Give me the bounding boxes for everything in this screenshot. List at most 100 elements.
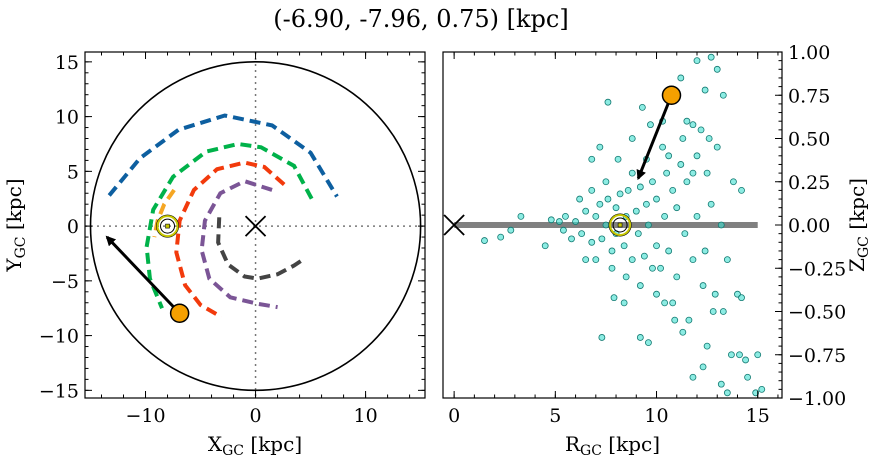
scatter-point — [602, 221, 610, 229]
scatter-point — [758, 385, 766, 393]
figure-title: (-6.90, -7.96, 0.75) [kpc] — [273, 5, 568, 33]
y-tick-label: −0.25 — [788, 258, 846, 280]
y-tick-label: −5 — [51, 271, 79, 293]
scatter-point — [689, 169, 697, 177]
y-tick-label: 0.25 — [788, 172, 830, 194]
y-tick-label: 5 — [67, 161, 79, 183]
scatter-point — [582, 207, 590, 215]
scatter-point — [685, 316, 693, 324]
scatter-point — [703, 169, 711, 177]
scatter-point — [693, 212, 701, 220]
scatter-point — [628, 256, 636, 264]
scatter-point — [661, 299, 669, 307]
scatter-point — [568, 235, 575, 243]
scatter-point — [659, 143, 666, 151]
star-marker — [169, 303, 190, 324]
x-tick-label: 5 — [549, 405, 561, 427]
velocity-arrow — [636, 94, 673, 181]
scatter-point — [744, 373, 751, 381]
scatter-point — [717, 380, 725, 388]
label-main: Z — [845, 258, 869, 272]
label-unit: [kpc] — [845, 178, 869, 236]
scatter-point — [754, 351, 762, 359]
x-tick-label: 10 — [644, 405, 668, 427]
scatter-point — [738, 294, 745, 302]
scatter-point — [649, 178, 656, 186]
y-tick-label: 10 — [55, 107, 79, 129]
spiral-arm-green — [144, 141, 314, 309]
label-subscript: GC — [13, 236, 29, 258]
label-main: R — [565, 432, 581, 456]
scatter-point — [671, 316, 679, 324]
scatter-point — [588, 186, 596, 194]
scatter-point — [645, 221, 652, 229]
x-axis-label: XGC [kpc] — [208, 432, 302, 459]
scatter-point — [649, 264, 656, 272]
label-unit: [kpc] — [244, 432, 302, 456]
scatter-point — [669, 299, 677, 307]
scatter-point — [602, 178, 610, 186]
scatter-point — [723, 389, 731, 397]
scatter-point — [689, 121, 697, 129]
label-subscript: GC — [222, 443, 244, 459]
scatter-point — [728, 351, 735, 359]
scatter-point — [719, 308, 727, 315]
y-tick-label: 0.75 — [788, 85, 830, 107]
scatter-point — [517, 212, 525, 220]
scatter-point — [608, 247, 616, 255]
scatter-point — [628, 135, 636, 142]
scatter-point — [665, 247, 673, 255]
scatter-point — [677, 74, 685, 82]
scatter-point — [752, 389, 760, 397]
label-main: Y — [2, 258, 26, 273]
scatter-point — [576, 195, 584, 203]
scatter-point — [572, 218, 579, 225]
scatter-point — [592, 212, 600, 220]
scatter-point — [604, 195, 612, 203]
y-tick-label: −0.75 — [788, 345, 846, 367]
y-tick-label: 15 — [55, 52, 79, 74]
y-tick-label: −1.00 — [788, 388, 846, 410]
scatter-point — [703, 342, 711, 350]
scatter-point — [723, 256, 731, 264]
scatter-point — [693, 57, 701, 65]
y-axis-label: ZGC [kpc] — [845, 178, 872, 272]
y-tick-label: 0.50 — [788, 129, 830, 151]
scatter-point — [596, 143, 604, 151]
scatter-point — [547, 216, 555, 224]
y-tick-label: 0.00 — [788, 215, 830, 237]
scatter-point — [653, 195, 660, 203]
scatter-point — [742, 356, 749, 364]
scatter-point — [592, 256, 600, 264]
scatter-point — [640, 252, 648, 260]
scatter-point — [588, 155, 596, 163]
scatter-point — [578, 230, 586, 238]
scatter-point — [673, 204, 681, 212]
scatter-point — [497, 233, 505, 241]
sun-center — [165, 223, 170, 229]
x-tick-label: 10 — [353, 405, 377, 427]
scatter-point — [693, 152, 701, 160]
scatter-point — [555, 218, 563, 225]
scatter-point — [677, 161, 685, 168]
spiral-arm-orange_arm — [152, 188, 176, 238]
scatter-point — [683, 117, 691, 125]
scatter-point — [614, 155, 622, 163]
sun-inner-ring — [612, 217, 628, 233]
label-main: X — [208, 432, 223, 456]
scatter-point — [588, 238, 596, 246]
x-tick-label: 0 — [250, 405, 262, 427]
scatter-point — [679, 135, 687, 142]
scatter-point — [653, 242, 660, 250]
scatter-point — [709, 308, 717, 315]
x-tick-label: −10 — [125, 405, 165, 427]
rz-panel: 0 5 10 15 1.00 0.75 0.50 0.25 0.00 −0.25 −0.50 −0.7… — [442, 42, 872, 459]
star-marker — [661, 85, 682, 105]
scatter-point — [645, 339, 652, 347]
scatter-point — [713, 143, 721, 151]
scatter-point — [705, 135, 713, 142]
scatter-point — [736, 351, 743, 359]
y-tick-label: 0 — [67, 216, 79, 238]
